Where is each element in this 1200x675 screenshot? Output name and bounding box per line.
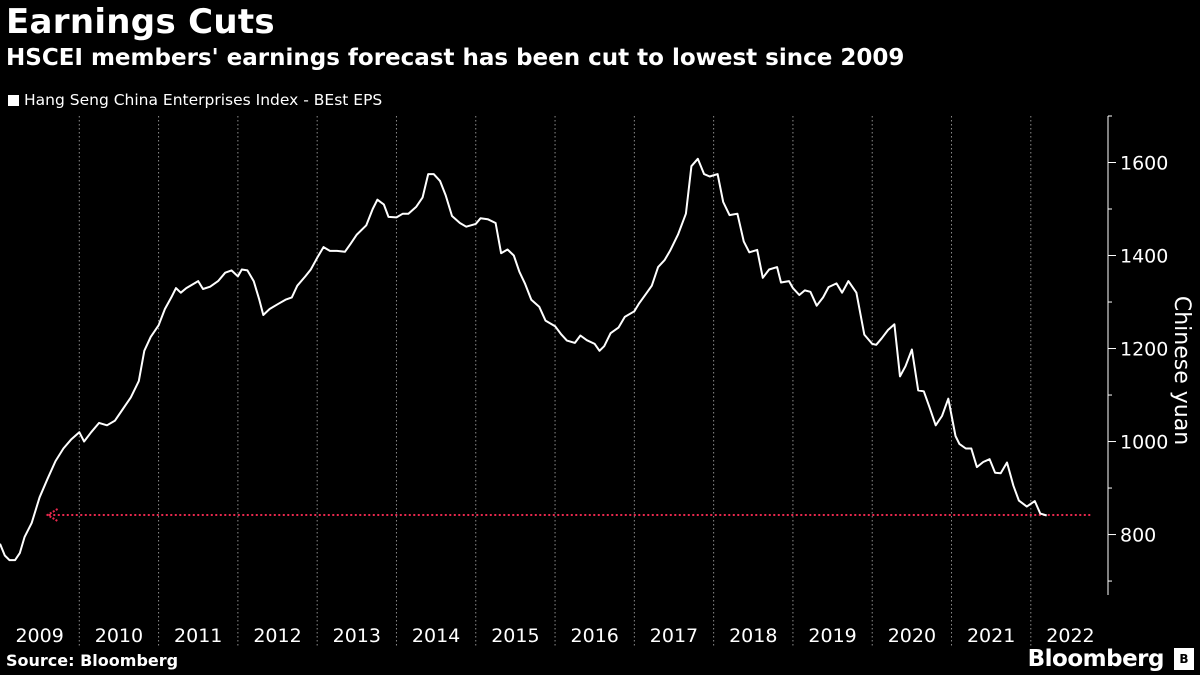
x-tick-label: 2016	[571, 625, 619, 647]
y-axis-title: Chinese yuan	[1169, 296, 1194, 445]
y-tick-label: 800	[1120, 525, 1156, 547]
x-tick-label: 2022	[1046, 625, 1094, 647]
x-tick-label: 2011	[174, 625, 222, 647]
y-tick-label: 1200	[1120, 339, 1168, 361]
x-tick-label: 2020	[888, 625, 936, 647]
legend-label: Hang Seng China Enterprises Index - BEst…	[24, 91, 383, 109]
x-tick-label: 2021	[967, 625, 1015, 647]
y-tick-label: 1600	[1120, 153, 1168, 175]
x-tick-label: 2009	[15, 625, 63, 647]
x-tick-label: 2015	[491, 625, 539, 647]
x-tick-label: 2013	[333, 625, 381, 647]
x-tick-label: 2019	[808, 625, 856, 647]
legend-swatch	[8, 94, 19, 106]
source-note: Source: Bloomberg	[6, 651, 179, 670]
bloomberg-mark-icon: B	[1174, 648, 1194, 670]
x-tick-label: 2017	[650, 625, 698, 647]
chart-subtitle: HSCEI members' earnings forecast has bee…	[6, 45, 905, 71]
legend: Hang Seng China Enterprises Index - BEst…	[8, 91, 382, 109]
reference-arrowhead	[45, 508, 59, 522]
series-line	[0, 157, 1047, 562]
x-tick-label: 2014	[412, 625, 460, 647]
chart-title: Earnings Cuts	[6, 2, 275, 42]
x-tick-label: 2010	[95, 625, 143, 647]
x-tick-label: 2012	[253, 625, 301, 647]
bloomberg-logo: Bloomberg	[1027, 646, 1165, 672]
y-tick-label: 1000	[1120, 432, 1168, 454]
x-tick-label: 2018	[729, 625, 777, 647]
y-tick-label: 1400	[1120, 246, 1168, 268]
